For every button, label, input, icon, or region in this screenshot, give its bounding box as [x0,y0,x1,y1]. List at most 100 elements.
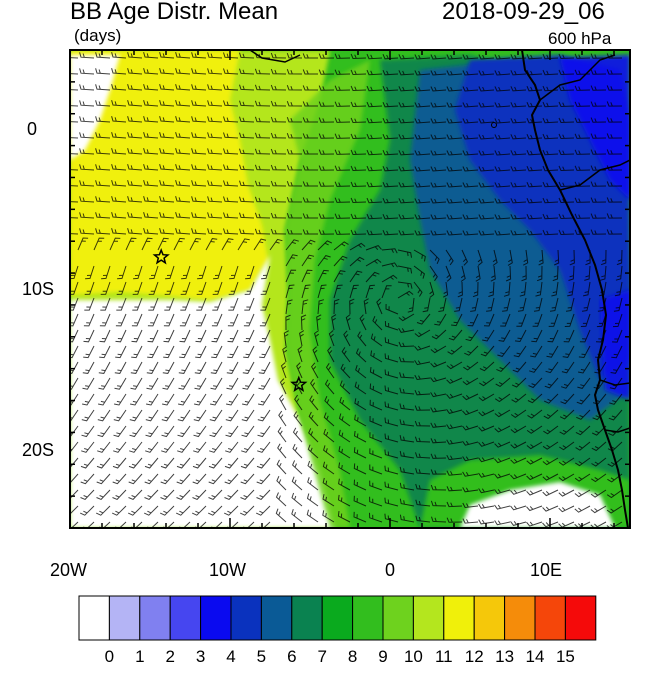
wind-barb [430,377,447,383]
wind-barb [280,362,287,379]
wind-barb [144,489,159,500]
wind-barb [398,134,415,140]
wind-barb [446,70,463,76]
colorbar-label: 15 [556,647,575,666]
wind-barb [143,100,159,107]
wind-barb [292,427,303,443]
wind-barb [615,265,623,281]
wind-barb [270,228,287,235]
wind-barb [414,150,431,156]
wind-barb [113,441,127,453]
wind-barb [191,116,207,123]
wind-barb [462,393,479,401]
wind-barb [228,281,239,295]
wind-barb [254,68,271,75]
wind-barb [591,457,607,467]
wind-barb [181,265,191,280]
wind-barb [510,473,527,480]
wind-barb [494,150,511,156]
wind-barb [223,100,239,107]
wind-barb [164,281,175,295]
wind-barb [244,297,255,311]
wind-barb [381,262,398,268]
age-field [70,50,630,528]
wind-barb [209,441,223,453]
wind-barb [446,230,463,236]
wind-barb [398,182,415,188]
wind-barb [334,53,351,59]
wind-barb [606,133,623,139]
wind-barb [430,182,447,188]
wind-barb [535,281,543,297]
wind-barb [446,118,463,124]
colorbar-swatch [321,595,354,641]
wind-barb [354,381,367,395]
wind-barb [338,462,351,475]
colorbar-swatch [139,595,171,641]
wind-barb [582,281,591,297]
wind-barb [527,409,543,419]
wind-barb [349,256,365,267]
wind-barb [478,488,495,494]
wind-barb [430,484,447,491]
wind-barb [128,473,143,485]
wind-barb [479,377,495,387]
wind-barb [399,514,415,523]
wind-barb [494,86,511,92]
wind-barb [191,148,207,155]
wind-barb [77,237,89,251]
wind-barb [192,489,207,500]
wind-barb [350,133,367,140]
colorbar-swatch [230,595,262,641]
wind-barb [301,284,311,299]
wind-barb [285,314,291,331]
wind-barb [99,329,111,343]
wind-barb [430,86,447,92]
wind-barb [579,329,591,343]
wind-barb [241,425,255,438]
wind-barb [70,169,79,171]
wind-barb [590,85,607,91]
wind-barb [559,409,575,420]
wind-barb [430,134,447,140]
wind-barb [475,265,481,282]
wind-barb [478,214,495,220]
wind-barb [415,515,431,523]
wind-barb [494,489,511,495]
wind-barb [173,237,185,251]
wind-barb [285,269,297,283]
wind-barb [529,361,543,373]
wind-barb [291,476,303,491]
wind-barb [79,180,95,187]
wind-barb [462,102,479,108]
wind-barb [111,164,127,171]
wind-barb [260,297,271,311]
wind-barb [338,478,351,491]
wind-barb [590,489,607,498]
wind-barb [261,265,271,280]
wind-barb [542,229,559,236]
wind-barb [259,329,271,343]
wind-barb [159,505,175,516]
wind-barb [111,84,127,91]
wind-barb [415,468,431,475]
wind-barb [494,441,511,448]
wind-barb [70,73,79,75]
wind-barb [276,459,287,475]
wind-barb [526,166,543,172]
wind-barb [258,377,271,390]
wind-barb [567,281,575,297]
wind-barb [239,212,255,219]
wind-barb [129,409,143,422]
wind-barb [260,281,271,295]
wind-barb [430,361,447,368]
wind-barb [307,444,319,459]
wind-barb [574,505,591,513]
wind-barb [545,361,559,374]
wind-barb [210,361,223,374]
wind-barb [478,472,495,478]
wind-barb [478,441,495,447]
colorbar-swatch [78,595,110,641]
wind-barb [429,281,435,298]
wind-barb [574,133,591,139]
